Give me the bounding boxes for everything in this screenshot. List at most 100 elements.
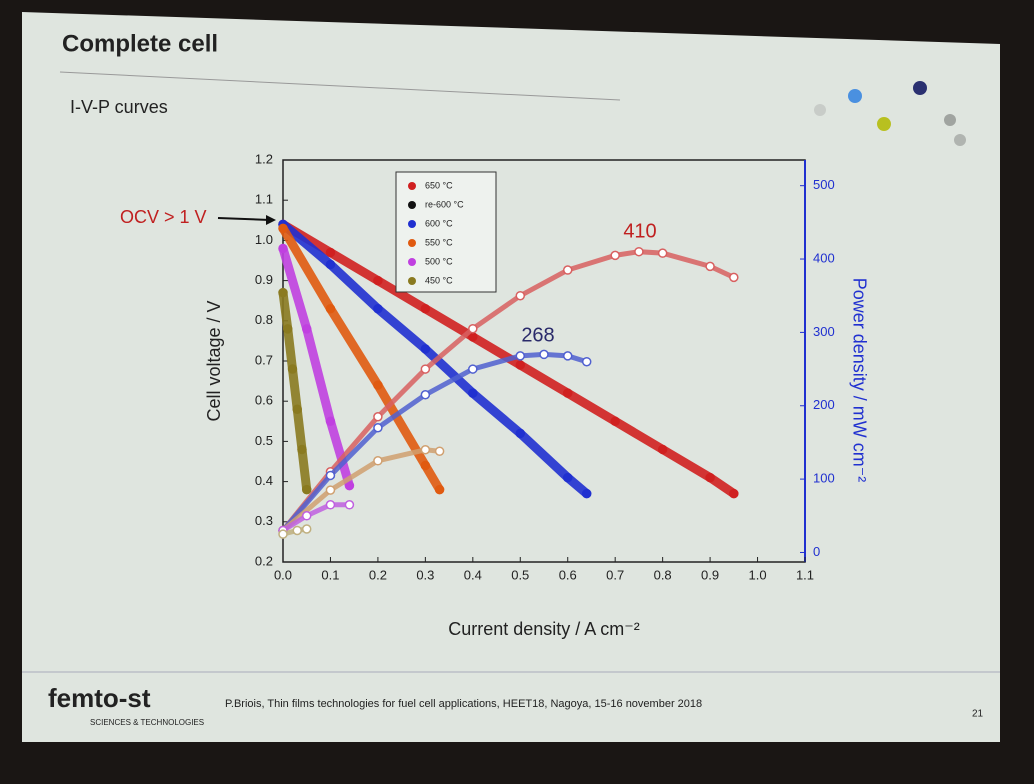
data-point	[611, 251, 619, 259]
data-point	[303, 486, 311, 494]
x-tick-label: 1.1	[796, 567, 814, 582]
legend-marker	[408, 220, 416, 228]
x-tick-label: 1.0	[749, 567, 767, 582]
data-point	[421, 446, 429, 454]
y-tick-label: 0.3	[255, 513, 273, 528]
data-point	[611, 417, 619, 425]
legend-marker	[408, 277, 416, 285]
y2-tick-label: 300	[813, 324, 835, 339]
x-tick-label: 0.8	[654, 567, 672, 582]
data-point	[303, 512, 311, 520]
data-point	[374, 277, 382, 285]
data-point	[421, 345, 429, 353]
data-point	[326, 486, 334, 494]
legend-marker	[408, 258, 416, 266]
data-point	[374, 457, 382, 465]
data-point	[326, 248, 334, 256]
data-point	[421, 305, 429, 313]
annotation: OCV > 1 V	[120, 207, 207, 227]
data-point	[326, 261, 334, 269]
y2-tick-label: 0	[813, 544, 820, 559]
data-point	[345, 501, 353, 509]
data-point	[326, 471, 334, 479]
data-point	[659, 445, 667, 453]
data-point	[298, 445, 306, 453]
legend-label: 550 °C	[425, 237, 453, 247]
y-tick-label: 1.2	[255, 151, 273, 166]
legend-label: 450 °C	[425, 275, 453, 285]
x-tick-label: 0.9	[701, 567, 719, 582]
data-point	[516, 361, 524, 369]
x-tick-label: 0.4	[464, 567, 482, 582]
y-tick-label: 0.7	[255, 352, 273, 367]
data-point	[279, 530, 287, 538]
data-point	[374, 424, 382, 432]
logo: femto-st	[48, 683, 151, 713]
data-point	[730, 490, 738, 498]
data-point	[303, 325, 311, 333]
data-point	[326, 305, 334, 313]
data-point	[564, 352, 572, 360]
data-point	[374, 381, 382, 389]
data-point	[303, 525, 311, 533]
data-point	[436, 486, 444, 494]
y-tick-label: 0.5	[255, 433, 273, 448]
slide-subtitle: I-V-P curves	[70, 97, 168, 117]
slide-title: Complete cell	[62, 30, 218, 57]
y-tick-label: 1.0	[255, 232, 273, 247]
annotation: 268	[521, 324, 554, 346]
y-tick-label: 0.2	[255, 553, 273, 568]
data-point	[516, 352, 524, 360]
y-axis-label: Cell voltage / V	[204, 300, 224, 421]
data-point	[374, 413, 382, 421]
data-point	[564, 389, 572, 397]
data-point	[279, 289, 287, 297]
legend-label: 650 °C	[425, 180, 453, 190]
y2-axis-label: Power density / mW cm⁻²	[849, 278, 869, 483]
legend-label: 600 °C	[425, 218, 453, 228]
y2-tick-label: 200	[813, 397, 835, 412]
data-point	[326, 417, 334, 425]
data-point	[469, 325, 477, 333]
x-axis-label: Current density / A cm⁻²	[448, 619, 640, 639]
legend-marker	[408, 201, 416, 209]
data-point	[436, 447, 444, 455]
data-point	[421, 391, 429, 399]
y-tick-label: 0.8	[255, 312, 273, 327]
data-point	[635, 248, 643, 256]
data-point	[293, 526, 301, 534]
data-point	[288, 365, 296, 373]
legend-marker	[408, 182, 416, 190]
legend-marker	[408, 239, 416, 247]
data-point	[564, 266, 572, 274]
data-point	[421, 365, 429, 373]
y-tick-label: 0.9	[255, 272, 273, 287]
data-point	[659, 249, 667, 257]
data-point	[540, 350, 548, 358]
page-number: 21	[972, 709, 984, 720]
y2-tick-label: 100	[813, 471, 835, 486]
y-tick-label: 1.1	[255, 192, 273, 207]
x-tick-label: 0.1	[321, 567, 339, 582]
y2-tick-label: 400	[813, 250, 835, 265]
y2-tick-label: 500	[813, 177, 835, 192]
data-point	[583, 490, 591, 498]
data-point	[374, 305, 382, 313]
x-tick-label: 0.5	[511, 567, 529, 582]
data-point	[279, 224, 287, 232]
data-point	[583, 358, 591, 366]
annotation: 410	[623, 220, 656, 242]
data-point	[279, 244, 287, 252]
y-tick-label: 0.4	[255, 473, 273, 488]
data-point	[706, 474, 714, 482]
data-point	[564, 474, 572, 482]
legend-label: 500 °C	[425, 256, 453, 266]
x-tick-label: 0.7	[606, 567, 624, 582]
data-point	[730, 273, 738, 281]
data-point	[284, 325, 292, 333]
page: Complete cell I-V-P curves femto-st SCIE…	[0, 0, 1034, 779]
x-tick-label: 0.0	[274, 567, 292, 582]
data-point	[421, 462, 429, 470]
slide: Complete cell I-V-P curves femto-st SCIE…	[0, 0, 1034, 779]
data-point	[469, 365, 477, 373]
